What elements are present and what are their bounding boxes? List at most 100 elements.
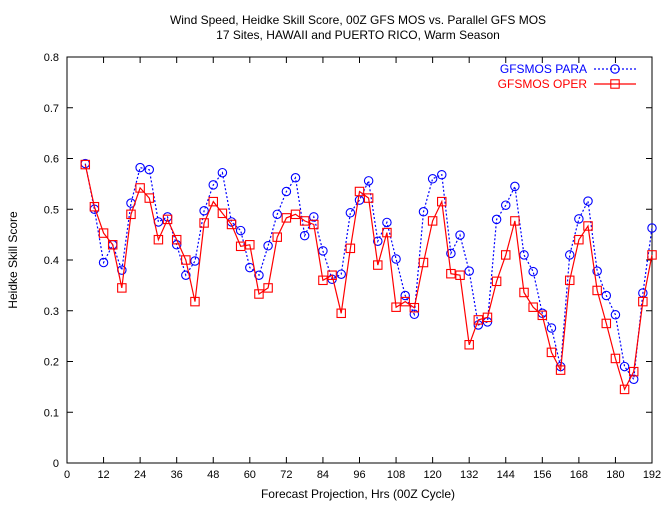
data-point [226,219,237,230]
data-point [217,167,228,178]
series-oper [80,159,657,395]
data-point [199,218,209,228]
data-point [309,219,319,230]
y-tick-label: 0 [53,458,59,470]
data-point [455,270,465,280]
data-point [647,250,657,260]
data-point [199,206,209,216]
data-point [409,302,420,313]
data-point [373,260,383,270]
x-tick-label: 144 [497,469,515,481]
legend-marker [610,64,620,74]
data-point [181,270,191,280]
data-point [601,290,612,301]
x-tick-label: 12 [97,469,109,481]
data-point [519,250,529,260]
data-point [409,309,420,320]
x-tick-label: 48 [207,469,219,481]
data-point [400,290,410,301]
data-point [638,296,648,307]
data-point [528,302,538,312]
x-tick-label: 180 [606,469,624,481]
data-point [254,289,264,299]
data-point [519,287,529,298]
legend-item: GFSMOS PARA [500,62,636,76]
x-tick-label: 192 [643,469,661,481]
data-point [437,196,447,207]
data-point [510,216,520,226]
data-point [437,169,447,180]
data-point [647,223,657,233]
legend-item: GFSMOS OPER [498,77,636,91]
data-point [135,162,145,173]
data-point [491,276,502,287]
data-point [336,269,346,279]
data-point [208,196,219,207]
data-point [299,216,310,226]
legend-label: GFSMOS OPER [498,77,588,91]
data-point [345,243,356,254]
data-point [98,228,109,238]
data-point [345,208,356,218]
data-point [318,275,328,286]
x-tick-label: 24 [134,469,146,481]
data-point [583,221,593,231]
x-tick-label: 0 [64,469,70,481]
data-point [464,266,474,276]
data-point [391,302,401,312]
chart-title: Wind Speed, Heidke Skill Score, 00Z GFS … [170,13,546,27]
data-point [610,353,621,364]
data-point [162,214,173,225]
y-tick-label: 0.4 [44,255,59,267]
x-tick-label: 108 [387,469,405,481]
data-point [574,234,584,245]
y-axis-label: Heidke Skill Score [6,211,20,309]
plot-frame [66,56,653,464]
data-point [537,310,548,321]
data-point [592,285,602,296]
data-point [281,186,292,197]
data-point [290,173,301,183]
data-point [327,270,337,280]
data-point [510,181,520,192]
data-point [354,186,365,197]
data-point [564,275,575,286]
data-point [427,174,438,184]
data-point [117,283,127,293]
y-tick-label: 0.6 [44,154,59,166]
data-point [363,193,374,203]
data-point [427,216,438,226]
data-point [446,248,456,259]
x-tick-label: 84 [317,469,329,481]
data-point [290,209,301,220]
data-point [235,241,246,252]
data-point [336,308,346,319]
data-point [583,196,593,206]
data-point [208,180,219,190]
data-point [135,183,145,193]
data-point [263,283,273,293]
data-point [263,241,273,251]
data-point [153,234,164,245]
data-point [354,195,365,205]
data-point [446,268,456,279]
data-point [619,384,630,395]
x-axis-label: Forecast Projection, Hrs (00Z Cycle) [261,487,455,501]
y-tick-label: 0.8 [44,52,59,64]
data-point [245,240,255,250]
data-point [80,159,91,170]
data-point [500,200,511,210]
series-line [84,164,653,392]
data-point [491,214,502,225]
y-tick-label: 0.2 [44,357,59,369]
data-point [363,176,374,186]
data-point [281,213,292,223]
data-point [619,361,630,372]
x-tick-label: 168 [570,469,588,481]
data-point [373,236,383,246]
data-point [473,315,484,325]
data-point [400,296,410,307]
data-point [564,250,575,260]
data-point [272,232,282,242]
